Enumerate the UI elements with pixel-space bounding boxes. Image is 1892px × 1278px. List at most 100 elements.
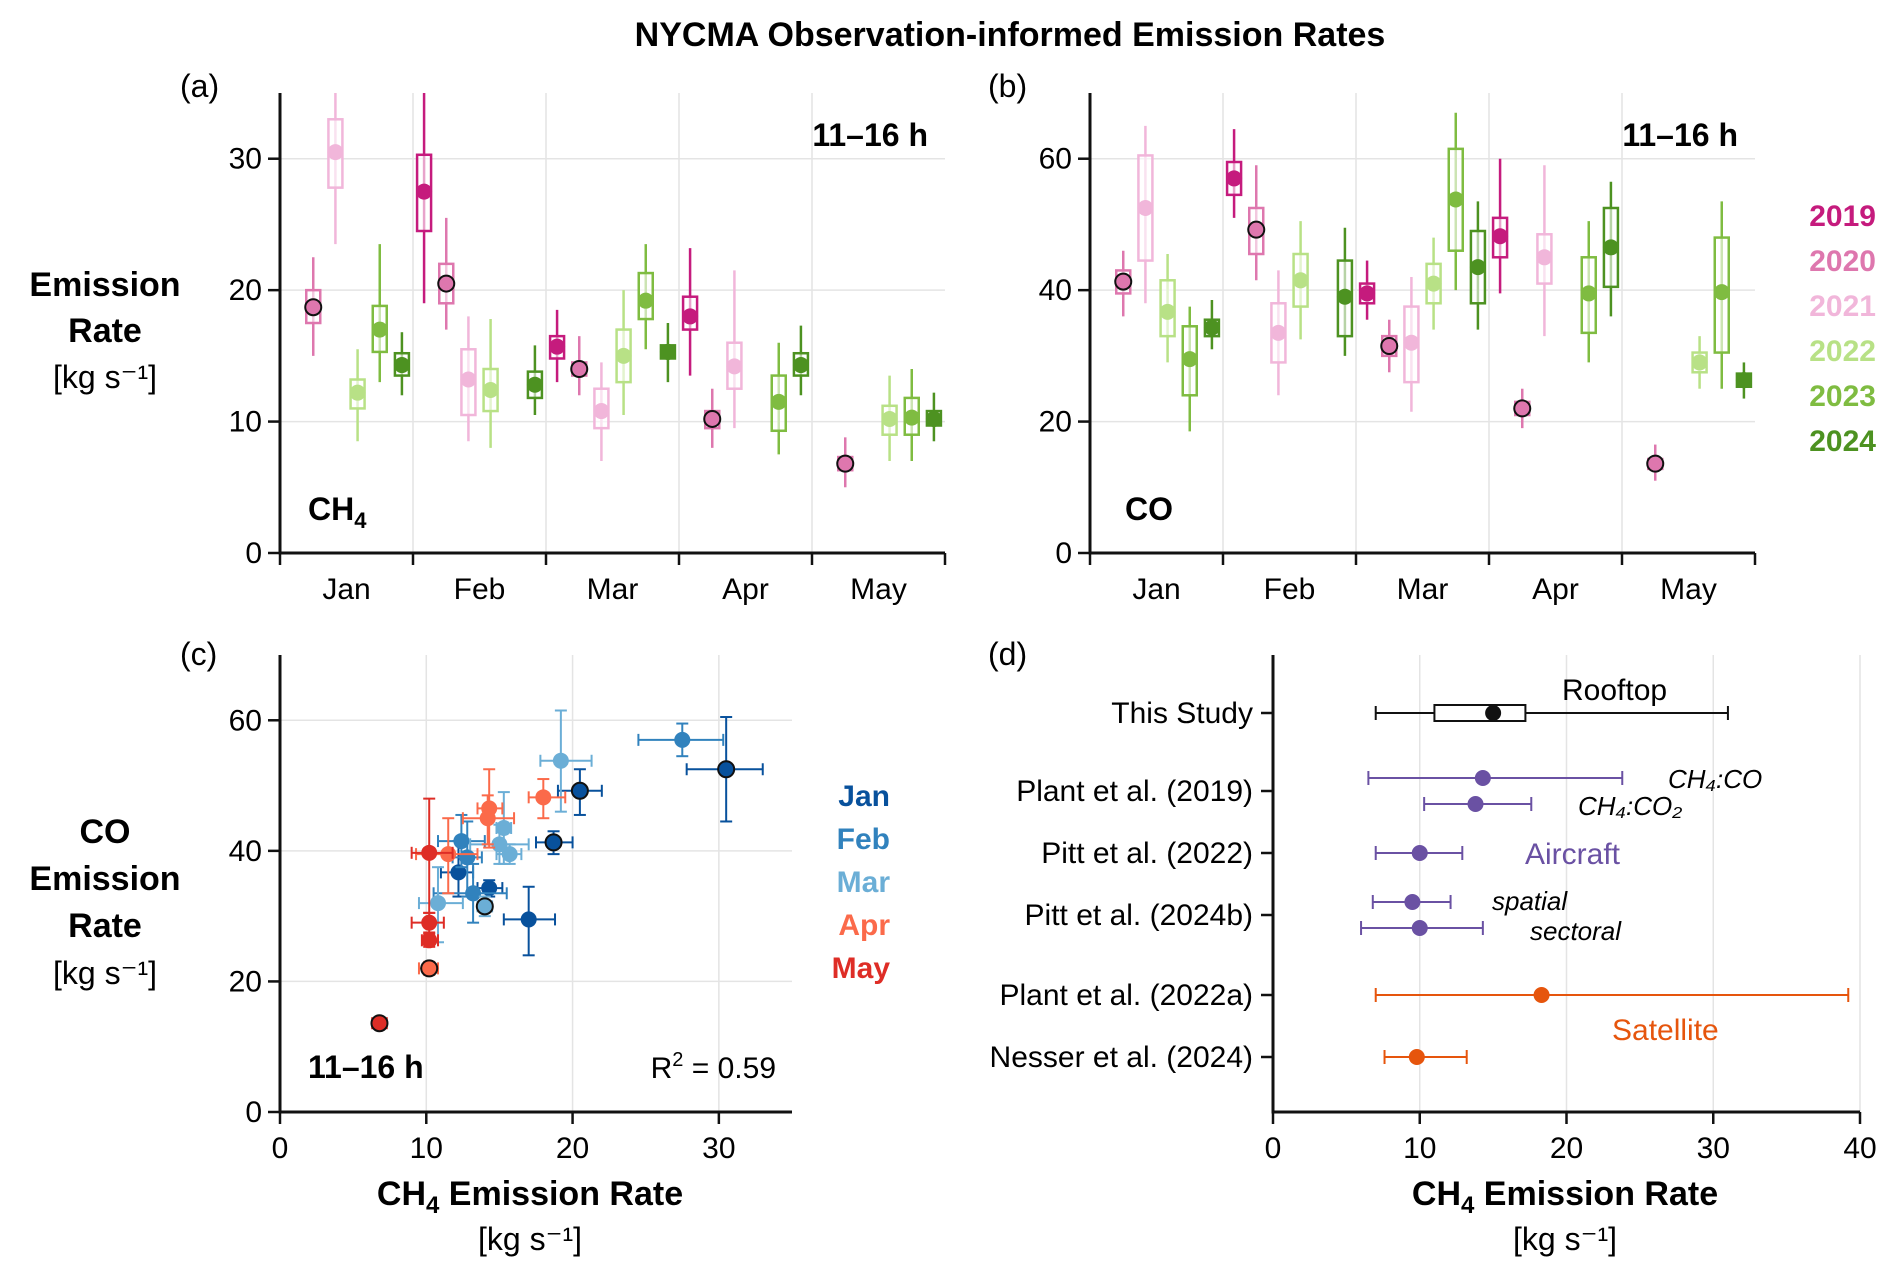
median-dot [304, 298, 323, 317]
scatter-point-apr [479, 810, 496, 827]
estimate-dot [1533, 987, 1550, 1003]
scatter-point-jan [450, 864, 467, 881]
panel-c-points [370, 709, 764, 1033]
legend-year-2024: 2024 [1809, 425, 1876, 458]
median-dot [925, 410, 942, 427]
median-dot [1114, 272, 1133, 291]
panel-d-xlabel-sub: 4 [1461, 1192, 1475, 1219]
median-dot [349, 384, 366, 401]
panel-b-species-label: CO [1125, 491, 1173, 527]
median-dot [437, 274, 456, 293]
interval-box [1433, 704, 1527, 722]
median-dot [460, 371, 477, 388]
panel-d: (d) 0 10 20 30 40 This Study Plant et al. (201… [988, 636, 1877, 1257]
panel-c-r2: R2 = 0.59 [651, 1049, 776, 1085]
legend-month-jan: Jan [838, 780, 890, 813]
panel-c-axes [278, 655, 792, 1114]
study-label: Pitt et al. (2022) [1041, 837, 1253, 870]
panel-b-time-label: 11–16 h [1622, 117, 1738, 153]
x-tick-label: 30 [702, 1132, 735, 1165]
study-label: Pitt et al. (2024b) [1025, 899, 1253, 932]
median-dot [1359, 285, 1376, 302]
estimate-dot [1474, 770, 1491, 786]
scatter-point-apr [440, 846, 457, 863]
x-tick-label: May [850, 573, 907, 606]
panel-c-time-label: 11–16 h [308, 1049, 424, 1085]
median-dot [1513, 399, 1532, 418]
scatter-point-may [421, 844, 438, 861]
panel-b: (b) 0 20 40 60 Jan Feb Mar Apr May 11–16 h CO [988, 68, 1757, 606]
median-dot [1492, 228, 1509, 245]
median-dot [659, 343, 676, 360]
legend-month-may: May [832, 952, 891, 985]
panel-d-intervals [1360, 704, 1850, 1065]
panel-c-r2-rest: = 0.59 [683, 1052, 776, 1085]
median-dot [1469, 259, 1486, 276]
panel-c-xlabel-main: CH [377, 1175, 426, 1213]
panel-c-label: (c) [180, 636, 217, 672]
month-legend: Jan Feb Mar Apr May [832, 780, 891, 985]
panel-c-ylabel-1: CO [80, 813, 131, 851]
x-tick-label: 30 [1697, 1132, 1730, 1165]
panel-c-ylabel-2: Emission [29, 860, 180, 898]
ch4-co-annotation: CH₄:CO [1668, 764, 1762, 794]
panel-a-axes [278, 93, 945, 555]
panel-c-xlabel-rest: Emission Rate [439, 1175, 683, 1213]
panel-a-ticks: 0 10 20 30 Jan Feb Mar Apr May [229, 143, 947, 606]
panel-a-ylabel-2: Rate [68, 312, 142, 350]
legend-month-apr: Apr [838, 909, 890, 942]
median-dot [703, 409, 722, 428]
ch4-co2-annotation: CH₄:CO₂ [1578, 791, 1682, 821]
y-tick-label: 60 [229, 704, 262, 737]
x-tick-label: 0 [1265, 1132, 1282, 1165]
scatter-point-jan [717, 760, 736, 779]
median-dot [881, 410, 898, 427]
panel-a-label: (a) [180, 68, 219, 104]
y-tick-label: 0 [245, 1096, 262, 1129]
estimate-dot [1467, 796, 1484, 812]
spatial-annotation: spatial [1492, 886, 1568, 916]
x-tick-label: Feb [1264, 573, 1316, 606]
median-dot [416, 183, 433, 200]
panel-a: (a) 0 10 20 30 Jan Feb Mar Apr May 11–16 h CH4 E… [29, 68, 947, 606]
y-tick-label: 10 [229, 406, 262, 439]
legend-year-2021: 2021 [1809, 290, 1876, 323]
rooftop-annotation: Rooftop [1562, 674, 1667, 707]
scatter-point-apr [420, 959, 439, 978]
estimate-dot [1404, 894, 1421, 910]
median-dot [1181, 351, 1198, 368]
legend-month-feb: Feb [837, 823, 890, 856]
x-tick-label: 20 [556, 1132, 589, 1165]
panel-b-boxes [1114, 112, 1753, 481]
median-dot [792, 357, 809, 374]
median-dot [1159, 303, 1176, 320]
y-tick-label: 20 [1039, 406, 1072, 439]
panel-a-species-main: CH [308, 491, 354, 527]
scatter-point-jan [481, 880, 498, 897]
study-label: Plant et al. (2019) [1016, 775, 1253, 808]
median-dot [836, 454, 855, 473]
x-tick-label: 10 [410, 1132, 443, 1165]
panel-a-species-label: CH4 [308, 491, 367, 533]
median-dot [482, 382, 499, 399]
median-dot [1137, 200, 1154, 216]
sectoral-annotation: sectoral [1530, 916, 1622, 946]
x-tick-label: 40 [1843, 1132, 1876, 1165]
median-dot [1602, 239, 1619, 256]
panel-a-time-label: 11–16 h [812, 117, 928, 153]
median-dot [593, 403, 610, 420]
y-tick-label: 20 [229, 965, 262, 998]
panel-c-xlabel-sub: 4 [426, 1192, 440, 1219]
median-dot [1203, 319, 1220, 336]
median-dot [526, 376, 543, 393]
panel-d-label: (d) [988, 636, 1027, 672]
panel-d-ticks: 0 10 20 30 40 This Study Plant et al. (2019) Pi… [990, 697, 1877, 1165]
panel-b-grid [1090, 93, 1755, 554]
figure-title: NYCMA Observation-informed Emission Rate… [635, 16, 1386, 54]
median-dot [1292, 272, 1309, 289]
estimate-dot [1411, 920, 1428, 936]
scatter-point-mar [475, 897, 494, 916]
scatter-point-jan [544, 833, 563, 852]
